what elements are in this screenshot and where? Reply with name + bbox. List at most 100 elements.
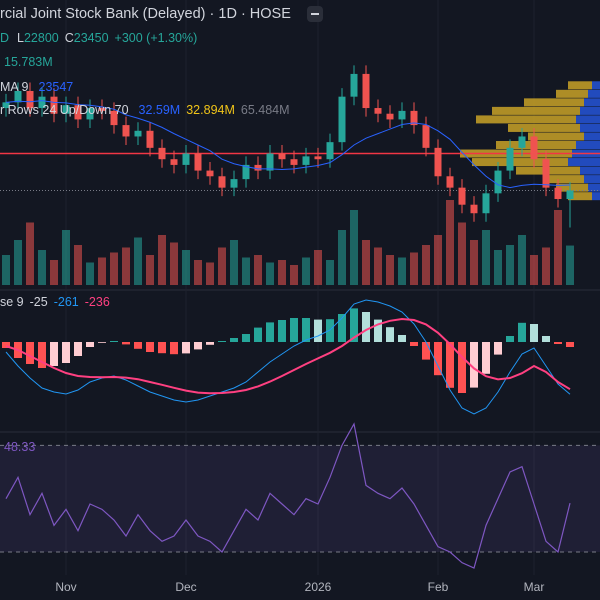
x-tick-label: 2026 [305, 580, 332, 594]
macd-hist [494, 342, 502, 355]
rsi-line [5, 422, 571, 569]
profile-up [472, 158, 568, 167]
candle-body [506, 147, 514, 171]
profile-up [492, 106, 580, 115]
volume-bar [50, 260, 58, 285]
volume-bar [554, 210, 562, 285]
profile-up [524, 98, 584, 107]
candle-body [410, 110, 418, 126]
macd-hist [122, 342, 130, 345]
macd-hist [374, 319, 382, 342]
macd-hist [278, 320, 286, 342]
candle-body [530, 136, 538, 160]
macd-hist [506, 336, 514, 342]
candle-body [218, 176, 226, 188]
candle-body [38, 96, 46, 109]
collapse-button[interactable] [306, 6, 323, 22]
candle-body [362, 73, 370, 109]
volume-bar [134, 237, 142, 285]
volume-bar [458, 222, 466, 285]
macd-hist [230, 338, 238, 342]
macd-name: se 9 [0, 295, 24, 309]
volume-bar [194, 260, 202, 285]
macd-hist [566, 342, 574, 347]
ohlc-fragment: D [0, 31, 10, 45]
profile-up [556, 89, 588, 98]
volume-bar [2, 255, 10, 285]
volume-bar [470, 240, 478, 285]
macd-hist [170, 342, 178, 355]
candle-body [122, 125, 130, 137]
volume-bar [302, 257, 310, 285]
signal-value: -236 [84, 295, 110, 309]
candle-body [86, 108, 94, 120]
volume-bar [338, 230, 346, 285]
candle-body [170, 159, 178, 165]
rsi-band [0, 445, 600, 552]
volume-bar [566, 245, 574, 285]
candle-body [518, 136, 526, 148]
candle-body [290, 159, 298, 165]
candle-body [266, 153, 274, 171]
profile-total: 65.484M [240, 103, 290, 117]
volume-bar [398, 257, 406, 285]
ma-line [5, 100, 571, 189]
profile-down [584, 175, 600, 184]
volume-bar [434, 235, 442, 285]
profile-up [544, 175, 584, 184]
ohlc-row: D L22800 C23450 +300 (+1.30%) [0, 31, 197, 45]
macd-line [5, 299, 571, 415]
volume-bar [278, 260, 286, 285]
candle-body [326, 142, 334, 160]
profile-up [568, 81, 592, 90]
volume-bar [314, 250, 322, 285]
profile-down [568, 158, 600, 167]
ma-name: MA 9 [0, 80, 29, 94]
macd-hist [554, 342, 562, 344]
x-tick-label: Feb [428, 580, 449, 594]
candle-body [146, 130, 154, 148]
title-row: rcial Joint Stock Bank (Delayed) · 1D · … [0, 6, 323, 22]
macd-hist [206, 342, 214, 345]
low-value: 22800 [23, 31, 59, 45]
volume-bar [74, 245, 82, 285]
candle-body [254, 164, 262, 171]
macd-hist [326, 319, 334, 342]
rsi-legend: 48.33 [4, 440, 35, 454]
candle-body [482, 193, 490, 214]
candle-body [50, 96, 58, 114]
macd-hist [302, 318, 310, 342]
low-prefix: L [17, 31, 24, 45]
macd-hist [470, 342, 478, 388]
profile-down [576, 141, 600, 149]
volume-bar [86, 262, 94, 285]
macd-legend: se 9 -25 -261 -236 [0, 295, 110, 309]
profile-down [576, 115, 600, 124]
profile-down [584, 132, 600, 141]
rsi-value: 48.33 [4, 440, 36, 454]
volume-bar [254, 255, 262, 285]
macd-hist [422, 342, 430, 360]
macd-hist [446, 342, 454, 388]
volume-legend: 15.783M [4, 55, 53, 69]
candle-body [98, 108, 106, 111]
x-tick-label: Mar [524, 580, 545, 594]
volume-bar [242, 257, 250, 285]
volume-bar [230, 240, 238, 285]
profile-down [592, 81, 600, 90]
macd-hist [158, 342, 166, 354]
candle-body [242, 164, 250, 180]
profile-title: r Rows 24 Up/Down 70 [0, 103, 129, 117]
candle-body [422, 125, 430, 148]
volume-bar [326, 260, 334, 285]
candle-body [134, 130, 142, 137]
candle-body [446, 176, 454, 188]
profile-down [580, 123, 600, 132]
candle-body [74, 105, 82, 120]
close-value: 23450 [73, 31, 109, 45]
macd-hist [266, 322, 274, 342]
profile-down [580, 166, 600, 175]
macd-hist [254, 327, 262, 342]
macd-hist [314, 319, 322, 342]
